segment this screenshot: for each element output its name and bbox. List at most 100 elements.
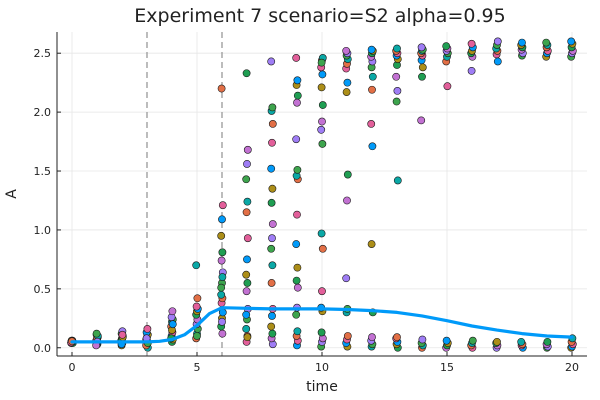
- y-tick-label: 1.5: [34, 165, 52, 178]
- data-point: [292, 310, 301, 319]
- data-point: [292, 54, 301, 62]
- data-point: [418, 72, 426, 81]
- data-point: [518, 38, 526, 47]
- data-point: [393, 333, 401, 342]
- data-point: [418, 63, 427, 72]
- data-point: [268, 184, 277, 193]
- data-point: [368, 72, 377, 81]
- y-axis-label: A: [4, 189, 20, 199]
- data-point: [292, 240, 301, 248]
- data-point: [443, 82, 452, 91]
- x-tick-label: 5: [194, 361, 201, 374]
- data-point: [417, 116, 426, 125]
- data-point: [217, 84, 226, 93]
- data-point: [143, 325, 152, 333]
- data-point: [318, 70, 327, 79]
- data-point: [368, 85, 376, 94]
- data-point: [493, 337, 501, 346]
- data-point: [218, 317, 226, 326]
- data-point: [293, 91, 302, 100]
- data-point: [218, 329, 227, 338]
- data-point: [517, 337, 526, 346]
- data-point: [268, 234, 276, 243]
- data-point: [318, 287, 326, 296]
- data-point: [542, 38, 551, 47]
- data-point: [268, 220, 277, 228]
- data-point: [267, 322, 276, 331]
- data-point: [168, 320, 177, 329]
- data-point: [268, 103, 277, 112]
- data-point: [168, 307, 177, 316]
- reference-lines: [146, 32, 223, 356]
- data-point: [317, 229, 326, 238]
- data-point: [242, 69, 251, 78]
- data-point: [243, 145, 252, 154]
- data-point: [367, 119, 376, 128]
- scatter-points: [67, 37, 577, 352]
- data-point: [467, 66, 476, 75]
- data-point: [493, 37, 502, 46]
- data-point: [318, 117, 326, 126]
- data-point: [243, 333, 252, 342]
- data-point: [217, 290, 226, 299]
- data-point: [292, 135, 301, 144]
- y-tick-label: 2.0: [34, 106, 52, 119]
- data-point: [267, 57, 276, 66]
- data-point: [293, 98, 301, 107]
- data-point: [343, 196, 351, 205]
- data-point: [242, 310, 251, 319]
- axes: [56, 32, 587, 357]
- data-point: [367, 45, 376, 54]
- data-point: [193, 294, 202, 303]
- data-point: [268, 312, 276, 320]
- data-point: [217, 256, 226, 265]
- data-point: [242, 270, 251, 279]
- data-point: [417, 43, 426, 52]
- data-point: [317, 83, 326, 92]
- data-point: [342, 88, 351, 96]
- data-point: [317, 58, 326, 67]
- data-point: [343, 170, 352, 179]
- data-point: [317, 125, 326, 134]
- data-point: [567, 37, 576, 46]
- data-point: [343, 332, 352, 340]
- x-tick-label: 0: [69, 361, 76, 374]
- data-point: [318, 244, 327, 253]
- x-tick-label: 15: [440, 361, 454, 374]
- data-point: [268, 119, 277, 128]
- data-point: [217, 231, 226, 240]
- data-point: [468, 336, 477, 345]
- data-point: [243, 255, 251, 264]
- data-point: [192, 302, 201, 311]
- data-point: [242, 208, 251, 217]
- data-point: [217, 283, 226, 292]
- data-point: [218, 273, 227, 281]
- data-point: [243, 160, 251, 168]
- data-point: [267, 279, 276, 287]
- data-point: [292, 276, 301, 285]
- data-point: [317, 328, 326, 337]
- x-tick-label: 20: [565, 361, 579, 374]
- data-point: [342, 274, 351, 283]
- data-point: [318, 101, 327, 109]
- data-point: [368, 142, 377, 151]
- data-point: [393, 44, 401, 53]
- data-point: [193, 332, 201, 340]
- series-line: [70, 306, 574, 344]
- y-tick-label: 1.0: [34, 224, 52, 237]
- data-point: [192, 261, 201, 270]
- data-point: [393, 176, 402, 185]
- data-point: [543, 337, 552, 346]
- data-point: [218, 248, 227, 257]
- y-tick-label: 0.5: [34, 283, 52, 296]
- data-point: [342, 46, 351, 55]
- data-point: [293, 76, 302, 85]
- data-point: [293, 263, 302, 272]
- data-point: [218, 201, 227, 210]
- chart-title: Experiment 7 scenario=S2 alpha=0.95: [134, 5, 505, 27]
- data-point: [367, 240, 376, 248]
- data-point: [442, 42, 451, 51]
- data-point: [318, 140, 327, 148]
- data-point: [218, 215, 226, 224]
